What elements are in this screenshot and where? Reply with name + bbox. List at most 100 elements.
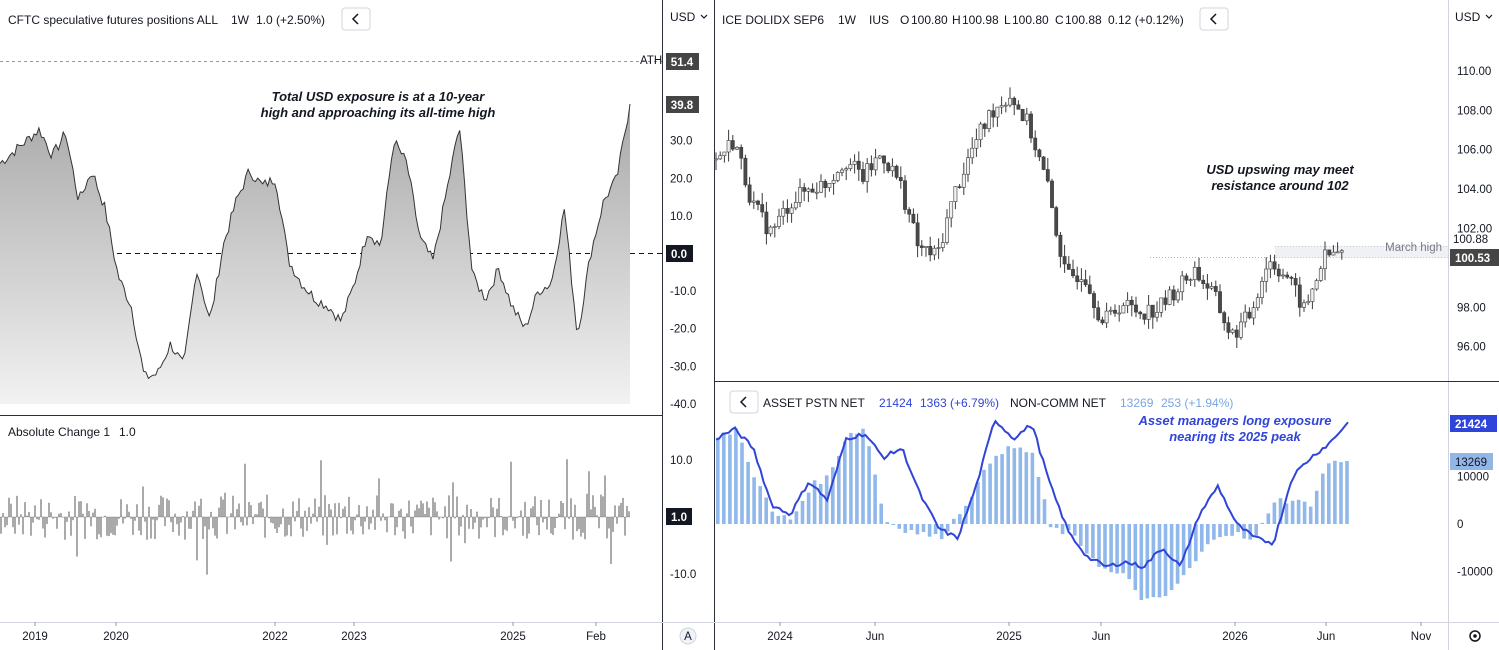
- noncomm-bar: [945, 524, 950, 532]
- candle-body: [1071, 269, 1075, 276]
- currency-dropdown-left[interactable]: USD: [670, 10, 708, 24]
- candle-body: [1272, 261, 1277, 270]
- candle-body: [961, 173, 966, 188]
- candle-body: [1205, 283, 1210, 289]
- candle-body: [1146, 304, 1151, 320]
- cftc-interval: 1W: [231, 13, 250, 27]
- collapse-button-cot[interactable]: [729, 390, 759, 414]
- noncomm-bar: [1157, 524, 1162, 598]
- candle-body: [886, 162, 891, 172]
- candle-body: [1297, 284, 1302, 308]
- candle-body: [785, 208, 790, 214]
- candle-body: [1079, 279, 1084, 283]
- candle-body: [1192, 266, 1197, 280]
- change-y-tick: 10.0: [670, 455, 692, 467]
- low-value: 100.80: [1012, 13, 1049, 27]
- open-label: O: [900, 13, 909, 27]
- cftc-y-tick: 30.0: [670, 136, 692, 148]
- noncomm-bar: [1024, 452, 1029, 524]
- candle-body: [735, 147, 739, 150]
- right-x-tick: 2026: [1222, 631, 1248, 643]
- candle-body: [760, 204, 765, 213]
- noncomm-bar: [867, 446, 871, 524]
- left-x-axis: 2019 2020 2022 2023 2025 Feb: [22, 622, 606, 643]
- auto-scale-label: A: [684, 631, 692, 643]
- asset-tag: [1450, 415, 1497, 432]
- cot-y-tick: 0: [1457, 519, 1463, 531]
- noncomm-bar: [1284, 503, 1289, 524]
- absolute-change-y-axis: 10.0 -10.0: [670, 455, 696, 581]
- candle-body: [911, 213, 916, 224]
- candle-body: [1066, 263, 1071, 270]
- candle-body: [1108, 309, 1113, 312]
- candle-body: [1050, 180, 1054, 208]
- noncomm-bar: [1066, 524, 1071, 531]
- noncomm-bar: [1175, 524, 1180, 584]
- chart-settings-button[interactable]: [1469, 630, 1481, 642]
- candle-body: [882, 155, 886, 164]
- noncomm-bar: [1012, 448, 1017, 524]
- candle-body: [1121, 305, 1126, 314]
- candle-body: [781, 208, 786, 217]
- candle-body: [1100, 319, 1105, 324]
- candle-body: [835, 172, 840, 181]
- candle-body: [949, 201, 954, 219]
- absolute-change-pane: 10.0 -10.0 1.0 Absolute Change 1 1.0: [0, 425, 696, 581]
- candle-body: [856, 160, 861, 170]
- noncomm-bar: [1266, 513, 1271, 524]
- change-y-tick: -10.0: [670, 569, 696, 581]
- noncomm-bar: [1103, 524, 1107, 569]
- collapse-button-left[interactable]: [341, 7, 371, 31]
- cftc-title: CFTC speculative futures positions ALL: [8, 13, 218, 27]
- noncomm-bar: [1302, 501, 1307, 524]
- right-x-tick: 2025: [996, 631, 1022, 643]
- candle-body: [1075, 275, 1080, 282]
- candle-body: [865, 163, 870, 182]
- dollar-y-tick: 96.00: [1457, 342, 1486, 354]
- dollar-interval: 1W: [838, 13, 857, 27]
- march-high-tag-text: 100.53: [1455, 253, 1490, 265]
- candle-body: [1041, 156, 1046, 170]
- last-value-text: 39.8: [671, 100, 694, 112]
- noncomm-bar: [1000, 454, 1004, 524]
- candle-body: [1024, 113, 1029, 122]
- noncomm-bar: [1206, 524, 1210, 545]
- zero-value-tag: [666, 245, 693, 262]
- candle-body: [1255, 297, 1260, 309]
- candle-body: [747, 184, 752, 203]
- noncomm-tag: [1450, 453, 1493, 470]
- asset-tag-text: 21424: [1455, 419, 1488, 431]
- noncomm-bar: [915, 524, 920, 535]
- noncomm-tag-text: 13269: [1455, 457, 1487, 469]
- cftc-line: [0, 103, 631, 380]
- candle-body: [1222, 312, 1227, 324]
- noncomm-bar: [782, 515, 787, 524]
- noncomm-bar: [1060, 524, 1065, 535]
- currency-dropdown-right[interactable]: USD: [1455, 10, 1493, 24]
- candle-body: [877, 155, 882, 159]
- right-x-tick: Jun: [866, 631, 885, 643]
- candle-body: [1327, 249, 1332, 256]
- dollar-y-tick: 98.00: [1457, 302, 1486, 314]
- noncomm-bar: [1260, 522, 1265, 524]
- noncomm-series-change: 253 (+1.94%): [1161, 396, 1233, 410]
- collapse-button-right[interactable]: [1199, 7, 1229, 31]
- noncomm-bar: [788, 519, 793, 524]
- candle-body: [1264, 268, 1269, 282]
- candle-body: [945, 217, 949, 243]
- noncomm-bar: [1127, 524, 1131, 580]
- candle-body: [924, 246, 928, 248]
- cftc-area-series: [0, 103, 631, 405]
- dollar-symbol: ICE DOLIDX SEP6: [722, 13, 824, 27]
- noncomm-net-bars: [716, 428, 1349, 600]
- noncomm-bar: [970, 496, 974, 524]
- candle-body: [1188, 279, 1193, 281]
- candle-body: [1260, 280, 1264, 298]
- candle-body: [1045, 169, 1050, 182]
- candle-body: [1037, 149, 1042, 158]
- noncomm-bar: [1036, 477, 1041, 524]
- auto-scale-button[interactable]: A: [679, 627, 697, 645]
- candle-body: [991, 110, 996, 118]
- candle-body: [970, 147, 975, 159]
